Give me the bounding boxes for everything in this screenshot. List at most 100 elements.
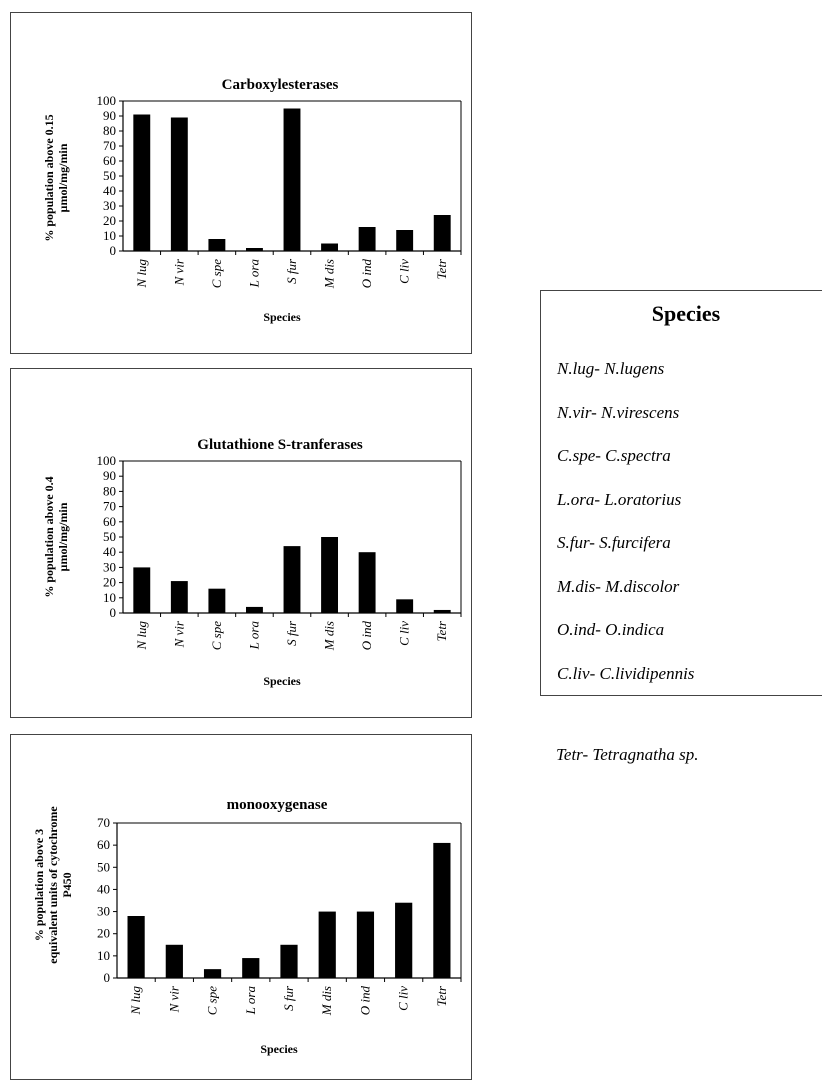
y-tick-label: 40 [97,881,110,896]
category-label: C liv [397,259,412,284]
y-axis-title-line: µmol/mg/min [56,143,70,212]
y-axis-title-line: P450 [60,872,74,897]
category-label: Tetr [434,620,449,641]
chart-title: Carboxylesterases [222,77,339,93]
category-label: S fur [281,985,296,1011]
monooxygenase-chart-panel: monooxygenase 0 10 20 30 40 50 60 70 N lug N vir C … [10,734,472,1080]
category-label: O ind [359,259,374,289]
legend-item: O.ind- O.indica [557,620,665,639]
y-tick-label: 100 [97,453,117,468]
y-axis-title-line: % population above 0.15 [42,114,56,241]
y-tick-label: 80 [103,123,116,138]
category-label: O ind [357,986,372,1016]
y-tick-label: 70 [103,499,116,514]
y-tick-label: 50 [103,168,116,183]
glutathione-chart-panel: Glutathione S-tranferases 0 10 20 30 40 50 60 70… [10,368,472,718]
bar [133,567,151,613]
carboxylesterases-chart-panel: Carboxylesterases 0 10 20 30 40 50 60 70 80 90 100 N… [10,12,472,354]
bar [356,911,375,978]
y-tick-label: 60 [97,837,110,852]
x-axis-title: Species [260,1042,298,1056]
y-tick-label: 0 [110,243,117,258]
legend-item: S.fur- S.furcifera [557,533,671,552]
category-label: M dis [319,986,334,1016]
legend-title: Species [651,301,721,326]
bar [321,243,339,251]
bar [358,227,376,251]
chart-title: monooxygenase [227,797,328,813]
y-tick-label: 50 [97,859,110,874]
category-label: Tetr [434,985,449,1006]
bar [283,546,301,613]
y-tick-label: 90 [103,468,116,483]
category-label: N vir [166,985,181,1013]
legend-item: N.lug- N.lugens [557,359,665,378]
category-label: C spe [209,621,224,650]
y-tick-label: 20 [97,926,110,941]
category-label: C liv [396,986,411,1011]
bar [396,230,414,251]
category-label: C spe [205,986,220,1015]
legend-item: N.vir- N.virescens [557,403,680,422]
y-tick-label: 10 [103,590,116,605]
bar [280,944,298,978]
legend-item: L.ora- L.oratorius [557,490,682,509]
category-label: C liv [397,621,412,646]
y-axis-title-line: % population above 0.4 [42,476,56,597]
y-tick-label: 60 [103,153,116,168]
bar [170,117,188,251]
chart-title: Glutathione S-tranferases [197,437,363,453]
bar [165,944,183,978]
y-tick-label: 10 [97,948,110,963]
y-tick-label: 20 [103,575,116,590]
bar [170,581,188,613]
y-tick-label: 30 [103,559,116,574]
species-legend: Species N.lug- N.lugens N.vir- N.viresce… [540,290,822,696]
monooxygenase-chart: monooxygenase 0 10 20 30 40 50 60 70 N lug N vir C … [32,797,462,1056]
category-label: C spe [209,259,224,288]
legend-item: C.spe- C.spectra [557,446,671,465]
bar [283,108,301,251]
y-tick-label: 40 [103,544,116,559]
category-label: L ora [246,259,261,289]
y-tick-label: 70 [97,815,110,830]
bar [242,958,260,978]
bar [203,969,222,978]
category-label: N vir [171,620,186,648]
legend-item: Tetr- Tetragnatha sp. [556,745,699,764]
y-tick-label: 80 [103,483,116,498]
category-label: N lug [134,259,149,289]
bar [208,239,226,251]
category-label: M dis [322,621,337,651]
y-tick-label: 0 [110,605,117,620]
category-label: O ind [359,621,374,651]
bar [245,248,263,251]
y-tick-label: 20 [103,213,116,228]
y-tick-label: 30 [103,198,116,213]
y-axis-title-line: % population above 3 [32,829,46,941]
y-tick-label: 40 [103,183,116,198]
glutathione-chart: Glutathione S-tranferases 010203040506070… [42,437,462,688]
category-label: L ora [246,621,261,651]
category-label: N vir [171,258,186,286]
y-tick-label: 70 [103,138,116,153]
category-label: M dis [322,259,337,289]
category-label: N lug [128,986,143,1016]
bar [433,609,451,613]
y-axis-title-line: equivalent units of cytochrome [46,806,60,964]
y-tick-label: 50 [103,529,116,544]
legend-item: M.dis- M.discolor [557,577,680,596]
category-label: S fur [284,258,299,284]
category-label: Tetr [434,258,449,279]
bar [433,842,451,978]
y-tick-label: 10 [103,228,116,243]
bar [133,114,151,251]
bar [127,916,145,978]
bar [395,902,413,978]
bar [433,215,451,251]
bar [396,599,414,613]
x-axis-title: Species [263,674,301,688]
y-tick-label: 60 [103,514,116,529]
y-tick-label: 0 [104,970,111,985]
